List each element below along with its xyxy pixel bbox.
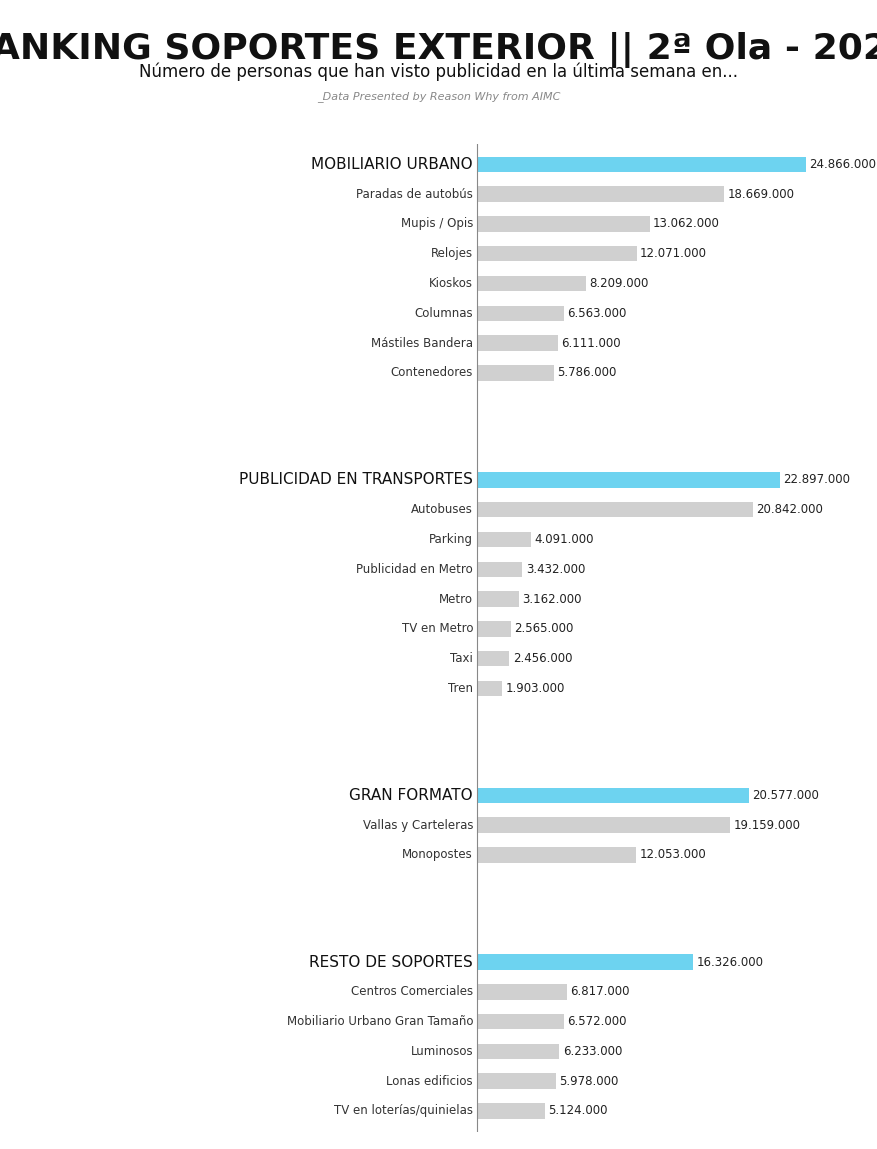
Text: Publicidad en Metro: Publicidad en Metro bbox=[356, 563, 473, 576]
Bar bbox=[476, 680, 502, 696]
Bar bbox=[476, 847, 636, 863]
Text: Mupis / Opis: Mupis / Opis bbox=[400, 217, 473, 231]
Bar bbox=[476, 336, 557, 350]
Text: 5.786.000: 5.786.000 bbox=[556, 367, 616, 379]
Bar bbox=[476, 216, 649, 232]
Bar bbox=[476, 186, 723, 202]
Text: 2.456.000: 2.456.000 bbox=[512, 651, 572, 665]
Bar bbox=[476, 306, 563, 321]
Text: PUBLICIDAD EN TRANSPORTES: PUBLICIDAD EN TRANSPORTES bbox=[239, 472, 473, 487]
Bar bbox=[476, 817, 730, 833]
Text: Parking: Parking bbox=[429, 533, 473, 546]
Text: 5.124.000: 5.124.000 bbox=[547, 1104, 607, 1118]
Text: Lonas edificios: Lonas edificios bbox=[386, 1074, 473, 1088]
Text: 19.159.000: 19.159.000 bbox=[733, 819, 800, 832]
Text: _Data Presented by Reason Why from AIMC: _Data Presented by Reason Why from AIMC bbox=[317, 91, 560, 101]
Text: Paradas de autobús: Paradas de autobús bbox=[356, 187, 473, 201]
Text: Autobuses: Autobuses bbox=[410, 503, 473, 516]
Text: 12.053.000: 12.053.000 bbox=[639, 848, 706, 862]
Bar bbox=[476, 955, 692, 970]
Text: 6.572.000: 6.572.000 bbox=[567, 1015, 626, 1028]
Text: 2.565.000: 2.565.000 bbox=[514, 623, 573, 635]
Text: Vallas y Carteleras: Vallas y Carteleras bbox=[362, 819, 473, 832]
Text: 1.903.000: 1.903.000 bbox=[505, 681, 564, 695]
Bar bbox=[476, 472, 779, 487]
Bar bbox=[476, 650, 509, 666]
Text: TV en loterías/quinielas: TV en loterías/quinielas bbox=[333, 1104, 473, 1118]
Bar bbox=[476, 365, 553, 380]
Bar bbox=[476, 592, 518, 607]
Text: TV en Metro: TV en Metro bbox=[401, 623, 473, 635]
Text: 5.978.000: 5.978.000 bbox=[559, 1074, 618, 1088]
Bar bbox=[476, 562, 522, 577]
Text: 16.326.000: 16.326.000 bbox=[695, 956, 762, 969]
Bar bbox=[476, 985, 567, 1000]
Text: Tren: Tren bbox=[447, 681, 473, 695]
Text: 13.062.000: 13.062.000 bbox=[652, 217, 719, 231]
Text: Columnas: Columnas bbox=[414, 307, 473, 319]
Text: 6.817.000: 6.817.000 bbox=[570, 986, 629, 998]
Text: Metro: Metro bbox=[438, 593, 473, 606]
Text: 18.669.000: 18.669.000 bbox=[726, 187, 794, 201]
Bar bbox=[476, 1073, 555, 1089]
Text: Centros Comerciales: Centros Comerciales bbox=[351, 986, 473, 998]
Text: 20.577.000: 20.577.000 bbox=[752, 789, 818, 802]
Bar bbox=[476, 156, 805, 172]
Text: GRAN FORMATO: GRAN FORMATO bbox=[349, 788, 473, 803]
Bar bbox=[476, 502, 752, 517]
Bar bbox=[476, 788, 748, 803]
Text: Mobiliario Urbano Gran Tamaño: Mobiliario Urbano Gran Tamaño bbox=[286, 1015, 473, 1028]
Text: 6.563.000: 6.563.000 bbox=[567, 307, 626, 319]
Bar bbox=[476, 532, 531, 547]
Text: Relojes: Relojes bbox=[431, 247, 473, 261]
Bar bbox=[476, 1103, 544, 1119]
Text: Taxi: Taxi bbox=[450, 651, 473, 665]
Text: Monopostes: Monopostes bbox=[402, 848, 473, 862]
Text: Contenedores: Contenedores bbox=[390, 367, 473, 379]
Text: 20.842.000: 20.842.000 bbox=[755, 503, 822, 516]
Text: 3.162.000: 3.162.000 bbox=[522, 593, 581, 606]
Text: 6.111.000: 6.111.000 bbox=[560, 337, 620, 349]
Text: Kioskos: Kioskos bbox=[429, 277, 473, 290]
Text: 8.209.000: 8.209.000 bbox=[588, 277, 647, 290]
Text: RANKING SOPORTES EXTERIOR || 2ª Ola - 2021: RANKING SOPORTES EXTERIOR || 2ª Ola - 20… bbox=[0, 32, 877, 68]
Bar bbox=[476, 276, 585, 291]
Text: RESTO DE SOPORTES: RESTO DE SOPORTES bbox=[309, 955, 473, 970]
Bar bbox=[476, 246, 636, 262]
Text: 22.897.000: 22.897.000 bbox=[782, 473, 849, 486]
Text: 12.071.000: 12.071.000 bbox=[639, 247, 706, 261]
Text: Luminosos: Luminosos bbox=[410, 1044, 473, 1058]
Text: 4.091.000: 4.091.000 bbox=[534, 533, 593, 546]
Text: 3.432.000: 3.432.000 bbox=[525, 563, 584, 576]
Text: 6.233.000: 6.233.000 bbox=[562, 1044, 622, 1058]
Text: 24.866.000: 24.866.000 bbox=[809, 157, 875, 171]
Bar bbox=[476, 1043, 559, 1059]
Text: Número de personas que han visto publicidad en la última semana en...: Número de personas que han visto publici… bbox=[139, 62, 738, 80]
Text: Mástiles Bandera: Mástiles Bandera bbox=[371, 337, 473, 349]
Bar bbox=[476, 1013, 563, 1030]
Text: MOBILIARIO URBANO: MOBILIARIO URBANO bbox=[311, 157, 473, 172]
Bar bbox=[476, 620, 510, 637]
